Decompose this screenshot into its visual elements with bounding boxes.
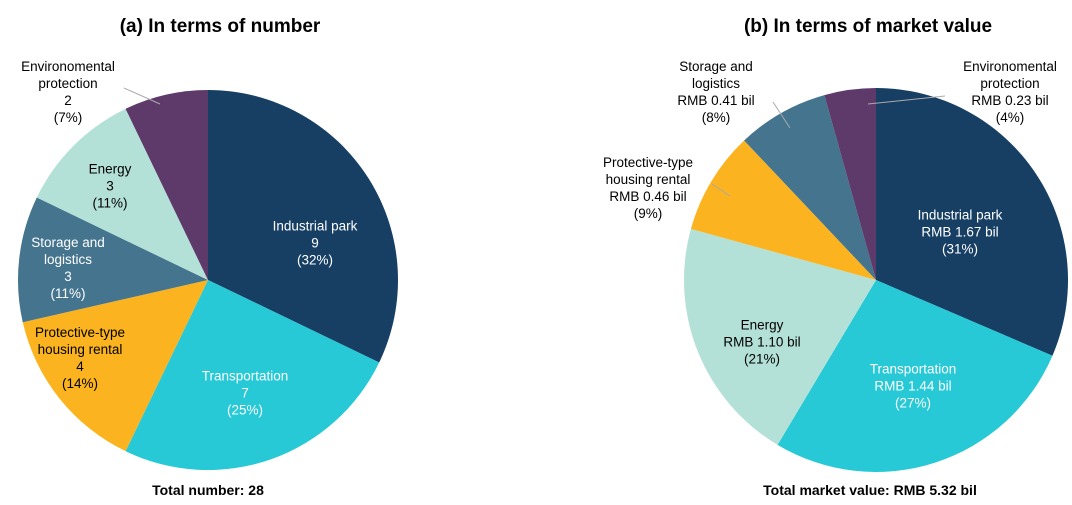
- category-name: Transportation: [201, 368, 289, 384]
- percent-label: (11%): [92, 195, 128, 211]
- pie-slice: [208, 90, 398, 363]
- leader-line: [867, 95, 946, 105]
- category-name: Energy: [88, 161, 132, 177]
- chart-footer: Total market value: RMB 5.32 bil: [763, 482, 977, 498]
- percent-label: (4%): [995, 110, 1025, 125]
- value-label: 2: [64, 93, 72, 108]
- pie-slice: [744, 95, 876, 280]
- category-name: Industrial park: [272, 218, 358, 234]
- chart-footer: Total number: 28: [152, 482, 264, 498]
- percent-label: (31%): [941, 241, 978, 257]
- pie-slice: [777, 280, 1053, 473]
- category-name: Industrial park: [917, 207, 1003, 223]
- value-label: RMB 1.44 bil: [874, 378, 952, 394]
- pie-slice: [824, 88, 876, 280]
- value-label: RMB 1.67 bil: [921, 224, 999, 240]
- value-label: RMB 0.46 bil: [609, 189, 687, 204]
- category-name: Energy: [740, 317, 784, 333]
- slice-label: Environomental protection RMB 0.23 bil (4%…: [950, 58, 1070, 126]
- value-label: 4: [76, 359, 84, 374]
- leader-line: [123, 87, 161, 105]
- value-label: RMB 0.41 bil: [677, 93, 755, 108]
- percent-label: (21%): [743, 351, 780, 367]
- value-label: RMB 0.23 bil: [971, 93, 1049, 108]
- value-label: 3: [106, 178, 114, 194]
- slice-label: Energy RMB 1.10 bil (21%): [697, 317, 827, 368]
- slice-label: Storage and logistics RMB 0.41 bil (8%): [661, 58, 771, 126]
- slice-label: Environomental protection 2 (7%): [13, 58, 123, 126]
- value-label: 7: [241, 385, 249, 401]
- category-name: Storage and logistics: [31, 235, 105, 267]
- percent-label: (7%): [53, 110, 83, 125]
- value-label: RMB 1.10 bil: [723, 334, 801, 350]
- category-name: Protective-type housing rental: [34, 325, 126, 357]
- percent-label: (27%): [894, 395, 931, 411]
- pie-slice: [22, 280, 208, 452]
- pie-slice: [125, 90, 208, 280]
- percent-label: (9%): [633, 206, 663, 221]
- percent-label: (25%): [226, 402, 263, 418]
- slice-label: Industrial park RMB 1.67 bil (31%): [895, 207, 1025, 258]
- category-name: Environomental protection: [963, 59, 1057, 91]
- percent-label: (32%): [296, 252, 333, 268]
- slice-label: Protective-type housing rental RMB 0.46 b…: [588, 154, 708, 222]
- slice-label: Industrial park 9 (32%): [250, 218, 380, 269]
- pie-slice: [17, 197, 208, 323]
- percent-label: (8%): [701, 110, 731, 125]
- pie-slice: [876, 88, 1069, 356]
- slice-label: Energy 3 (11%): [65, 161, 155, 212]
- value-label: 3: [64, 269, 72, 284]
- category-name: Transportation: [869, 361, 957, 377]
- category-name: Storage and logistics: [679, 59, 753, 91]
- leader-line: [711, 183, 731, 197]
- pie-slice: [125, 280, 380, 470]
- pie-slice: [36, 108, 208, 280]
- category-name: Environomental protection: [21, 59, 115, 91]
- category-name: Protective-type housing rental: [602, 155, 694, 187]
- percent-label: (11%): [50, 286, 86, 301]
- chart-title: (b) In terms of market value: [743, 16, 993, 37]
- slice-label: Protective-type housing rental 4 (14%): [25, 324, 135, 392]
- pie-slice: [684, 228, 876, 445]
- chart-title: (a) In terms of number: [119, 16, 321, 37]
- slice-label: Transportation RMB 1.44 bil (27%): [848, 361, 978, 412]
- slice-label: Storage and logistics 3 (11%): [28, 234, 108, 302]
- percent-label: (14%): [61, 376, 98, 391]
- leader-line: [772, 101, 791, 129]
- value-label: 9: [311, 235, 319, 251]
- pie-slice: [690, 140, 876, 280]
- slice-label: Transportation 7 (25%): [180, 368, 310, 419]
